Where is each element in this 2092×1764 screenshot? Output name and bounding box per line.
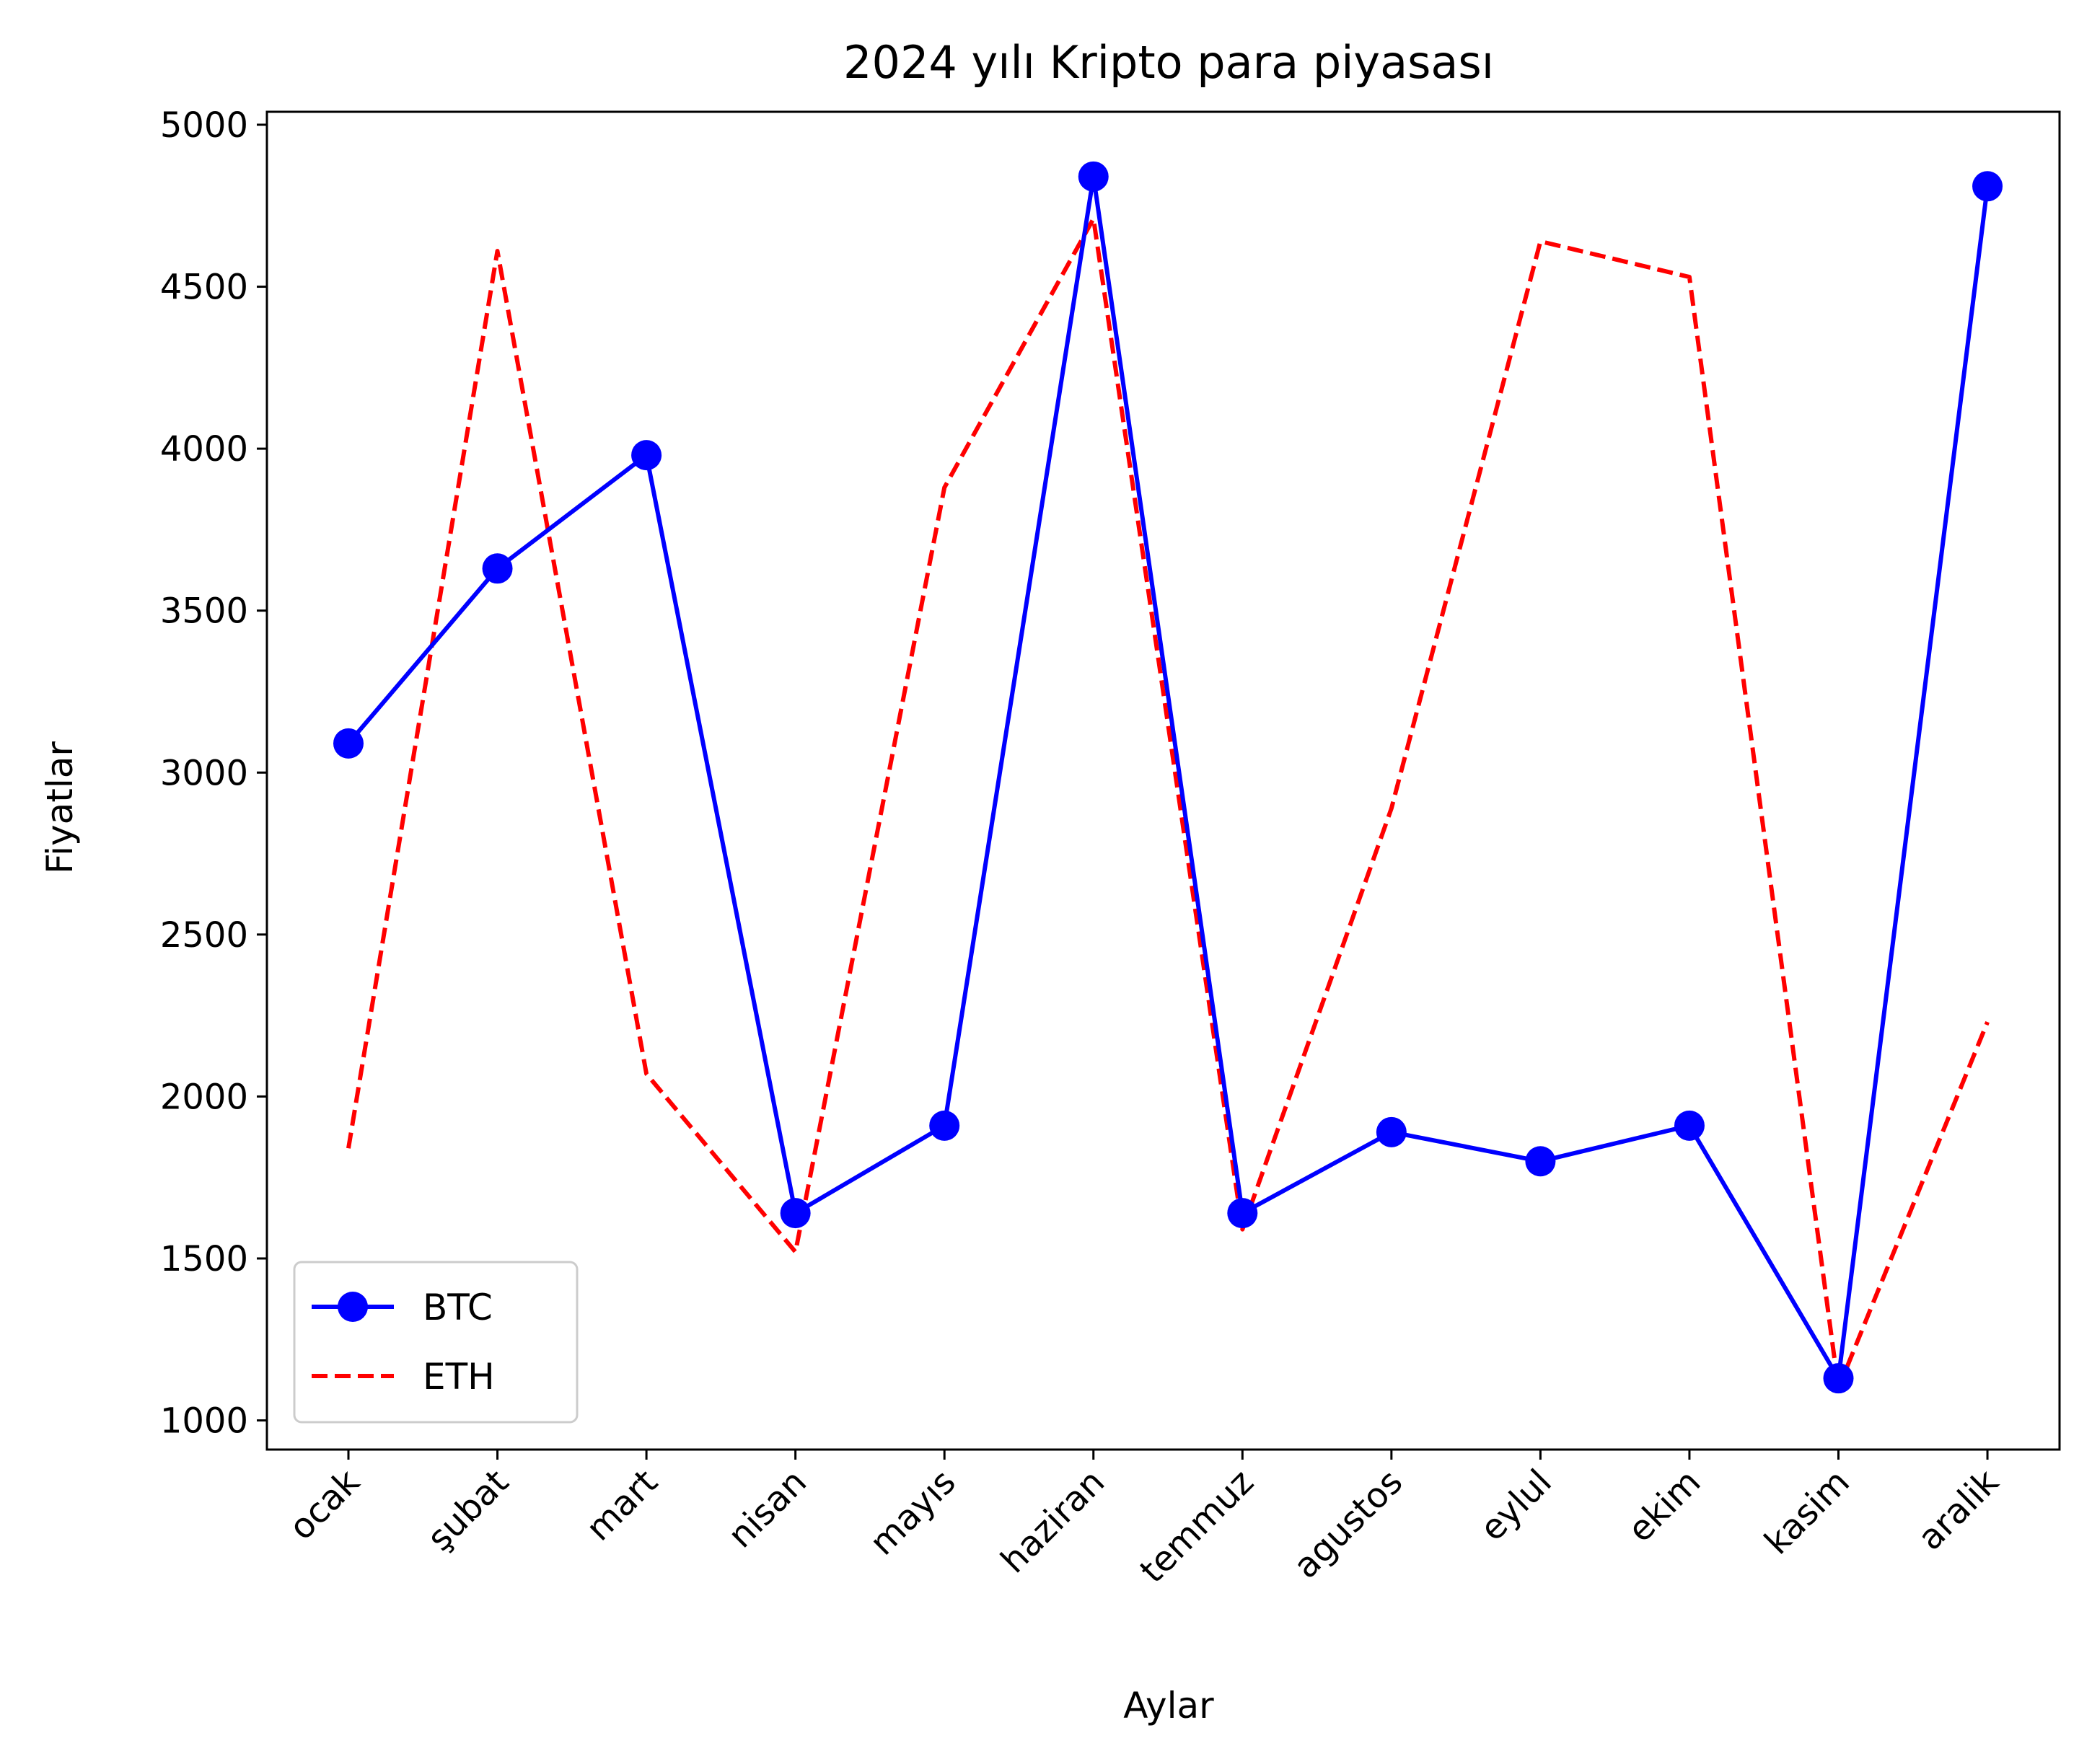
legend-label-eth: ETH	[423, 1356, 495, 1398]
y-tick-label: 4500	[160, 268, 248, 308]
plot-frame	[265, 110, 2061, 1451]
y-tick-label: 3000	[160, 753, 248, 793]
series-group	[333, 161, 2003, 1394]
y-axis-title: Fiyatlar	[39, 741, 81, 874]
legend-label-btc: BTC	[423, 1287, 493, 1328]
chart-title: 2024 yılı Kripto para piyasası	[843, 36, 1494, 89]
data-point-btc	[1823, 1363, 1854, 1394]
y-tick-label: 5000	[160, 105, 248, 146]
y-tick-label: 2500	[160, 915, 248, 956]
series-line-btc	[346, 174, 1990, 1381]
y-tick-label: 2000	[160, 1077, 248, 1117]
data-point-btc	[333, 728, 364, 759]
y-tick-label: 1500	[160, 1239, 248, 1279]
data-point-btc	[780, 1198, 811, 1229]
x-axis-title: Aylar	[1123, 1685, 1214, 1726]
data-point-btc	[1078, 161, 1109, 192]
y-tick-label: 4000	[160, 429, 248, 469]
data-point-btc	[631, 440, 662, 471]
data-point-btc	[1227, 1198, 1258, 1229]
data-point-btc	[1972, 171, 2003, 202]
y-tick-label: 3500	[160, 591, 248, 632]
data-point-btc	[482, 553, 513, 584]
legend: BTC ETH	[293, 1261, 579, 1424]
series-line-eth	[346, 216, 1990, 1390]
data-point-btc	[1376, 1116, 1407, 1147]
data-point-btc	[929, 1110, 960, 1141]
data-point-btc	[1525, 1146, 1556, 1177]
y-tick-label: 1000	[160, 1401, 248, 1442]
data-point-btc	[1674, 1110, 1705, 1141]
legend-marker-btc	[338, 1292, 368, 1322]
